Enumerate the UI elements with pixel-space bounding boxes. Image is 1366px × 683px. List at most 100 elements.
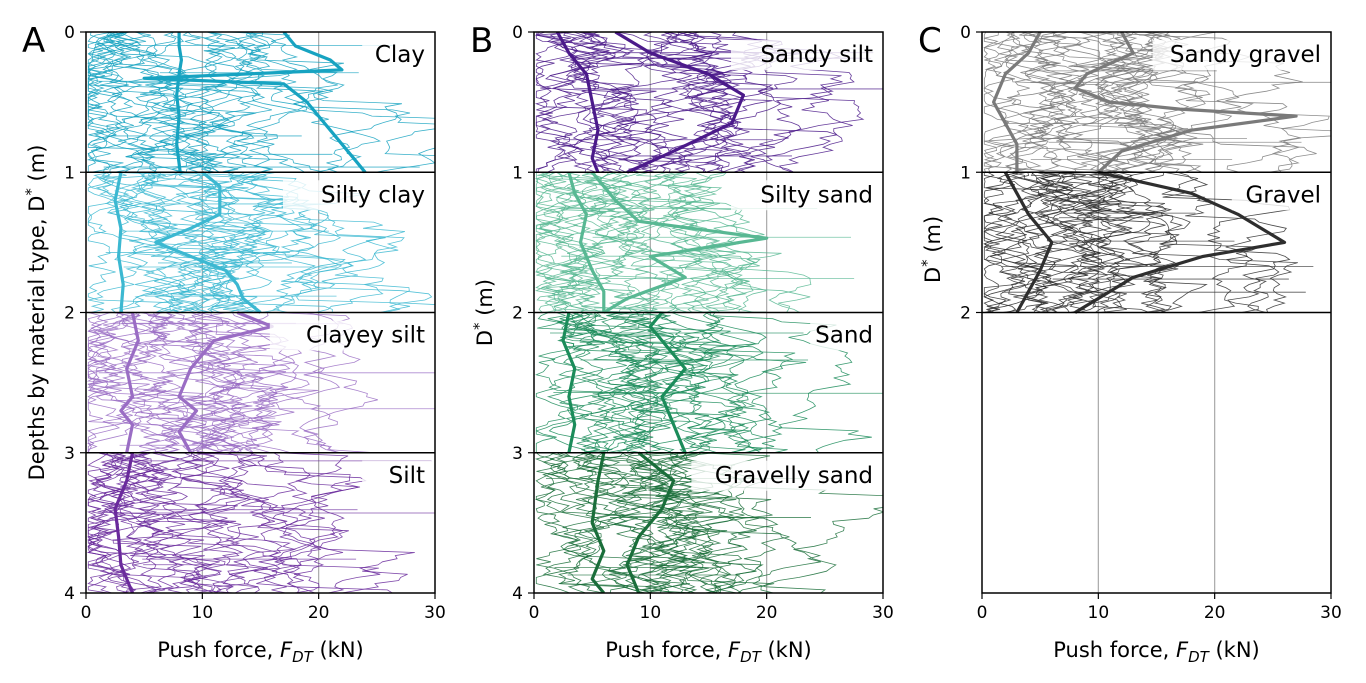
trace-line bbox=[1001, 171, 1077, 313]
panel-a: Clay Silty clay Clayey silt Silt 0 10 20 30 0 1 2 3… bbox=[22, 21, 446, 666]
segment-label-bg bbox=[362, 460, 431, 491]
trace-line bbox=[568, 312, 682, 454]
trace-line bbox=[617, 171, 760, 313]
trace-line bbox=[1068, 32, 1202, 173]
segment-sandy-gravel bbox=[983, 32, 1331, 174]
trace-line bbox=[561, 172, 660, 313]
trace-line bbox=[536, 171, 604, 313]
x-tick-label: 0 bbox=[81, 603, 92, 623]
trace-line bbox=[87, 452, 158, 593]
trace-line bbox=[630, 312, 764, 454]
y-tick-label: 1 bbox=[512, 163, 523, 183]
trace-line bbox=[567, 452, 657, 593]
trace-line bbox=[1023, 32, 1211, 173]
trace-line bbox=[598, 452, 775, 593]
panel-letter: C bbox=[918, 21, 942, 61]
trace-line bbox=[578, 452, 735, 593]
segment-clayey-silt bbox=[86, 311, 435, 454]
plot-area bbox=[86, 32, 435, 593]
trace-line bbox=[1045, 171, 1125, 313]
trace-line bbox=[134, 452, 268, 593]
median-line bbox=[113, 452, 135, 593]
trace-line bbox=[178, 171, 258, 313]
segment-clay bbox=[86, 32, 435, 174]
trace-line bbox=[556, 452, 720, 593]
trace-line bbox=[196, 452, 367, 593]
y-tick-label: 0 bbox=[960, 23, 971, 43]
segment-label: Clayey silt bbox=[306, 323, 425, 349]
trace-line bbox=[87, 32, 131, 173]
trace-line bbox=[983, 172, 1134, 313]
x-axis-label: Push force, FDT (kN) bbox=[1053, 638, 1260, 666]
trace-line bbox=[1039, 32, 1154, 173]
y-tick-label: 2 bbox=[512, 304, 523, 324]
trace-line bbox=[663, 172, 812, 313]
y-axis-label: Depths by material type, D* (m) bbox=[22, 145, 49, 481]
median-line bbox=[1003, 171, 1054, 314]
median-line bbox=[590, 452, 606, 593]
trace-line bbox=[1085, 171, 1208, 313]
trace-line bbox=[983, 32, 1067, 173]
segment-label-bg bbox=[283, 180, 431, 211]
y-axis-label: D* (m) bbox=[470, 279, 497, 346]
x-tick-label: 10 bbox=[640, 603, 662, 623]
trace-line bbox=[535, 32, 742, 173]
upper-line bbox=[625, 451, 676, 593]
x-tick-label: 30 bbox=[1320, 603, 1342, 623]
segment-label-bg bbox=[731, 180, 879, 211]
trace-line bbox=[246, 32, 402, 173]
trace-line bbox=[87, 452, 199, 593]
median-line bbox=[561, 312, 577, 454]
segment-silt bbox=[86, 452, 435, 593]
plot-area bbox=[534, 32, 883, 593]
trace-line bbox=[983, 32, 1067, 173]
trace-line bbox=[573, 32, 865, 173]
x-tick-label: 30 bbox=[872, 603, 894, 623]
trace-line bbox=[983, 32, 1051, 173]
upper-line bbox=[590, 171, 769, 314]
panel-c: Sandy gravel Gravel 0 10 20 30 0 1 2 Push force, … bbox=[918, 21, 1342, 666]
trace-line bbox=[617, 452, 723, 593]
segment-label-bg bbox=[1231, 180, 1327, 211]
segment-label: Clay bbox=[375, 42, 425, 68]
trace-line bbox=[87, 312, 200, 454]
trace-line bbox=[1039, 171, 1124, 313]
segment-label: Silt bbox=[389, 463, 425, 489]
median-line bbox=[567, 171, 606, 313]
trace-line bbox=[87, 172, 182, 313]
trace-line bbox=[100, 452, 166, 593]
trace-line bbox=[570, 32, 639, 173]
trace-line bbox=[178, 171, 399, 313]
trace-line bbox=[240, 171, 358, 313]
trace-line bbox=[678, 312, 788, 454]
trace-line bbox=[557, 312, 617, 454]
segment-label: Sand bbox=[815, 323, 873, 349]
trace-line bbox=[136, 32, 261, 173]
trace-line bbox=[233, 312, 296, 454]
trace-line bbox=[628, 452, 737, 593]
trace-line bbox=[597, 452, 719, 593]
trace-line bbox=[134, 171, 276, 313]
trace-line bbox=[1004, 32, 1147, 173]
trace-line bbox=[87, 312, 249, 454]
segment-label: Silty clay bbox=[321, 182, 425, 208]
trace-line bbox=[209, 312, 341, 454]
trace-line bbox=[537, 171, 733, 313]
trace-line bbox=[1161, 171, 1287, 313]
trace-line bbox=[209, 452, 393, 593]
x-tick-label: 0 bbox=[529, 603, 540, 623]
trace-line bbox=[535, 172, 652, 313]
trace-line bbox=[557, 312, 684, 454]
trace-line bbox=[131, 452, 240, 593]
trace-line bbox=[87, 171, 184, 313]
x-tick-label: 30 bbox=[424, 603, 446, 623]
trace-line bbox=[158, 312, 253, 454]
y-tick-label: 3 bbox=[512, 444, 523, 464]
trace-line bbox=[983, 171, 1179, 313]
segment-label: Sandy gravel bbox=[1170, 42, 1321, 68]
median-line bbox=[555, 32, 600, 173]
trace-line bbox=[165, 312, 310, 454]
trace-line bbox=[242, 452, 349, 593]
